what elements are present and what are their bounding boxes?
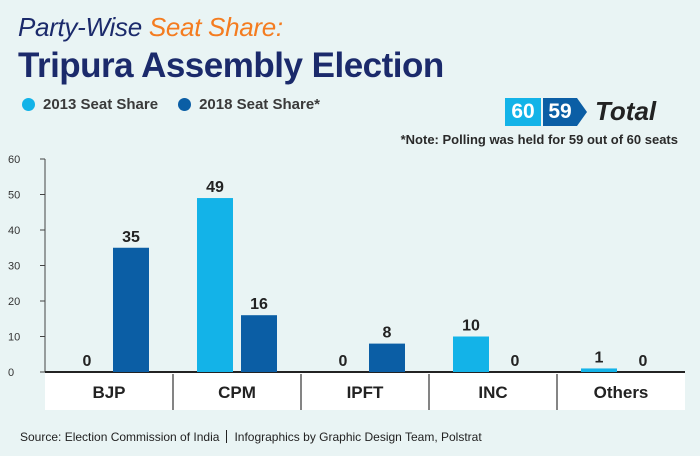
- y-tick-label: 50: [8, 190, 20, 202]
- chart-title-main: Tripura Assembly Election: [18, 46, 444, 85]
- chart-title-line1: Party-Wise Seat Share:: [18, 12, 283, 43]
- y-tick-label: 10: [8, 332, 20, 344]
- bar-2018: [113, 247, 149, 372]
- data-label: 0: [639, 353, 648, 370]
- data-label: 0: [511, 353, 520, 370]
- y-tick-label: 20: [8, 296, 20, 308]
- y-tick-label: 60: [8, 154, 20, 166]
- total-label: Total: [595, 96, 657, 126]
- data-label: 0: [83, 353, 92, 370]
- credit-text: Infographics by Graphic Design Team, Pol…: [234, 430, 482, 444]
- source-text: Source: Election Commission of India: [20, 430, 220, 444]
- data-label: 8: [383, 325, 392, 342]
- polling-note: *Note: Polling was held for 59 out of 60…: [400, 132, 678, 147]
- legend-label-2018: 2018 Seat Share*: [199, 96, 320, 113]
- bar-2018: [241, 315, 277, 372]
- legend-item-2013: 2013 Seat Share: [22, 96, 158, 113]
- total-seats-badge: 60 59 Total: [505, 96, 656, 127]
- data-label: 16: [250, 296, 268, 313]
- x-tick-label: CPM: [218, 383, 256, 402]
- data-label: 49: [206, 179, 224, 196]
- footer: Source: Election Commission of India Info…: [20, 430, 482, 444]
- x-tick-label: IPFT: [347, 383, 384, 402]
- bar-2013: [581, 368, 617, 372]
- title-part1: Party-Wise: [18, 12, 142, 42]
- y-tick-label: 0: [8, 367, 14, 379]
- bar-2013: [197, 198, 233, 372]
- x-tick-label: BJP: [92, 383, 125, 402]
- bar-2013: [453, 336, 489, 372]
- category-band: [45, 372, 685, 410]
- y-tick-label: 40: [8, 225, 20, 237]
- data-label: 1: [595, 349, 604, 366]
- footer-divider: [226, 430, 228, 443]
- x-tick-label: INC: [478, 383, 507, 402]
- legend-item-2018: 2018 Seat Share*: [178, 96, 320, 113]
- x-tick-label: Others: [594, 383, 649, 402]
- data-label: 35: [122, 229, 140, 246]
- title-accent: Seat Share:: [148, 12, 283, 42]
- total-2013-badge: 60: [505, 97, 541, 126]
- bar-2018: [369, 343, 405, 372]
- y-tick-label: 30: [8, 261, 20, 273]
- total-2018-badge: 59: [543, 97, 577, 126]
- data-label: 10: [462, 318, 480, 335]
- data-label: 0: [339, 353, 348, 370]
- arrow-icon: [577, 97, 587, 126]
- legend-swatch-2013: [22, 98, 35, 111]
- bar-chart: 0102030405060BJP035CPM4916IPFT08INC100Ot…: [8, 154, 685, 410]
- legend-swatch-2018: [178, 98, 192, 111]
- legend: 2013 Seat Share 2018 Seat Share*: [22, 96, 340, 113]
- legend-label-2013: 2013 Seat Share: [43, 96, 159, 113]
